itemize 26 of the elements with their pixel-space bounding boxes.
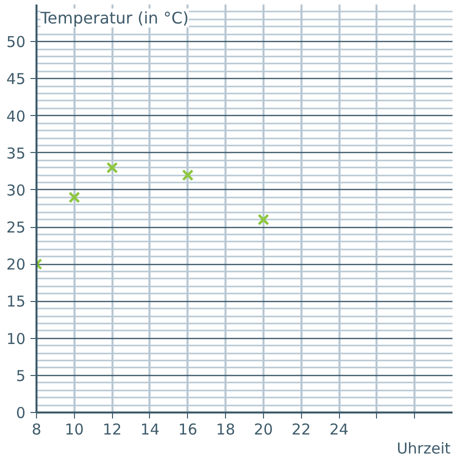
point: [68, 192, 80, 204]
x-tick-label: 18: [216, 420, 236, 438]
x-axis-title: Uhrzeit: [396, 440, 451, 457]
x-tick-label: 24: [330, 420, 349, 438]
y-tick-label: 10: [6, 330, 26, 348]
y-tick-label: 50: [6, 33, 26, 52]
x-tick-label: 22: [292, 420, 311, 438]
x-tick-label: 14: [140, 420, 160, 438]
x-tick-label: 8: [32, 420, 42, 438]
y-tick-label: 40: [6, 107, 26, 126]
y-tick-label: 35: [6, 144, 26, 162]
x-tick-label: 16: [178, 420, 198, 438]
y-tick-label: 25: [6, 218, 26, 237]
point: [258, 214, 270, 226]
x-tick-label: 12: [102, 420, 122, 438]
y-tick-label: 0: [16, 404, 26, 422]
x-tick-label: 20: [254, 420, 273, 438]
y-tick-label: 45: [6, 70, 26, 88]
point: [182, 169, 194, 181]
y-axis-title: Temperatur (in °C): [40, 8, 189, 28]
y-tick-label: 30: [6, 181, 26, 200]
y-tick-label: 15: [6, 292, 26, 311]
y-tick-label: 5: [16, 366, 26, 385]
point: [106, 162, 118, 174]
y-tick-label: 20: [6, 256, 26, 274]
x-tick-label: 10: [64, 420, 84, 438]
